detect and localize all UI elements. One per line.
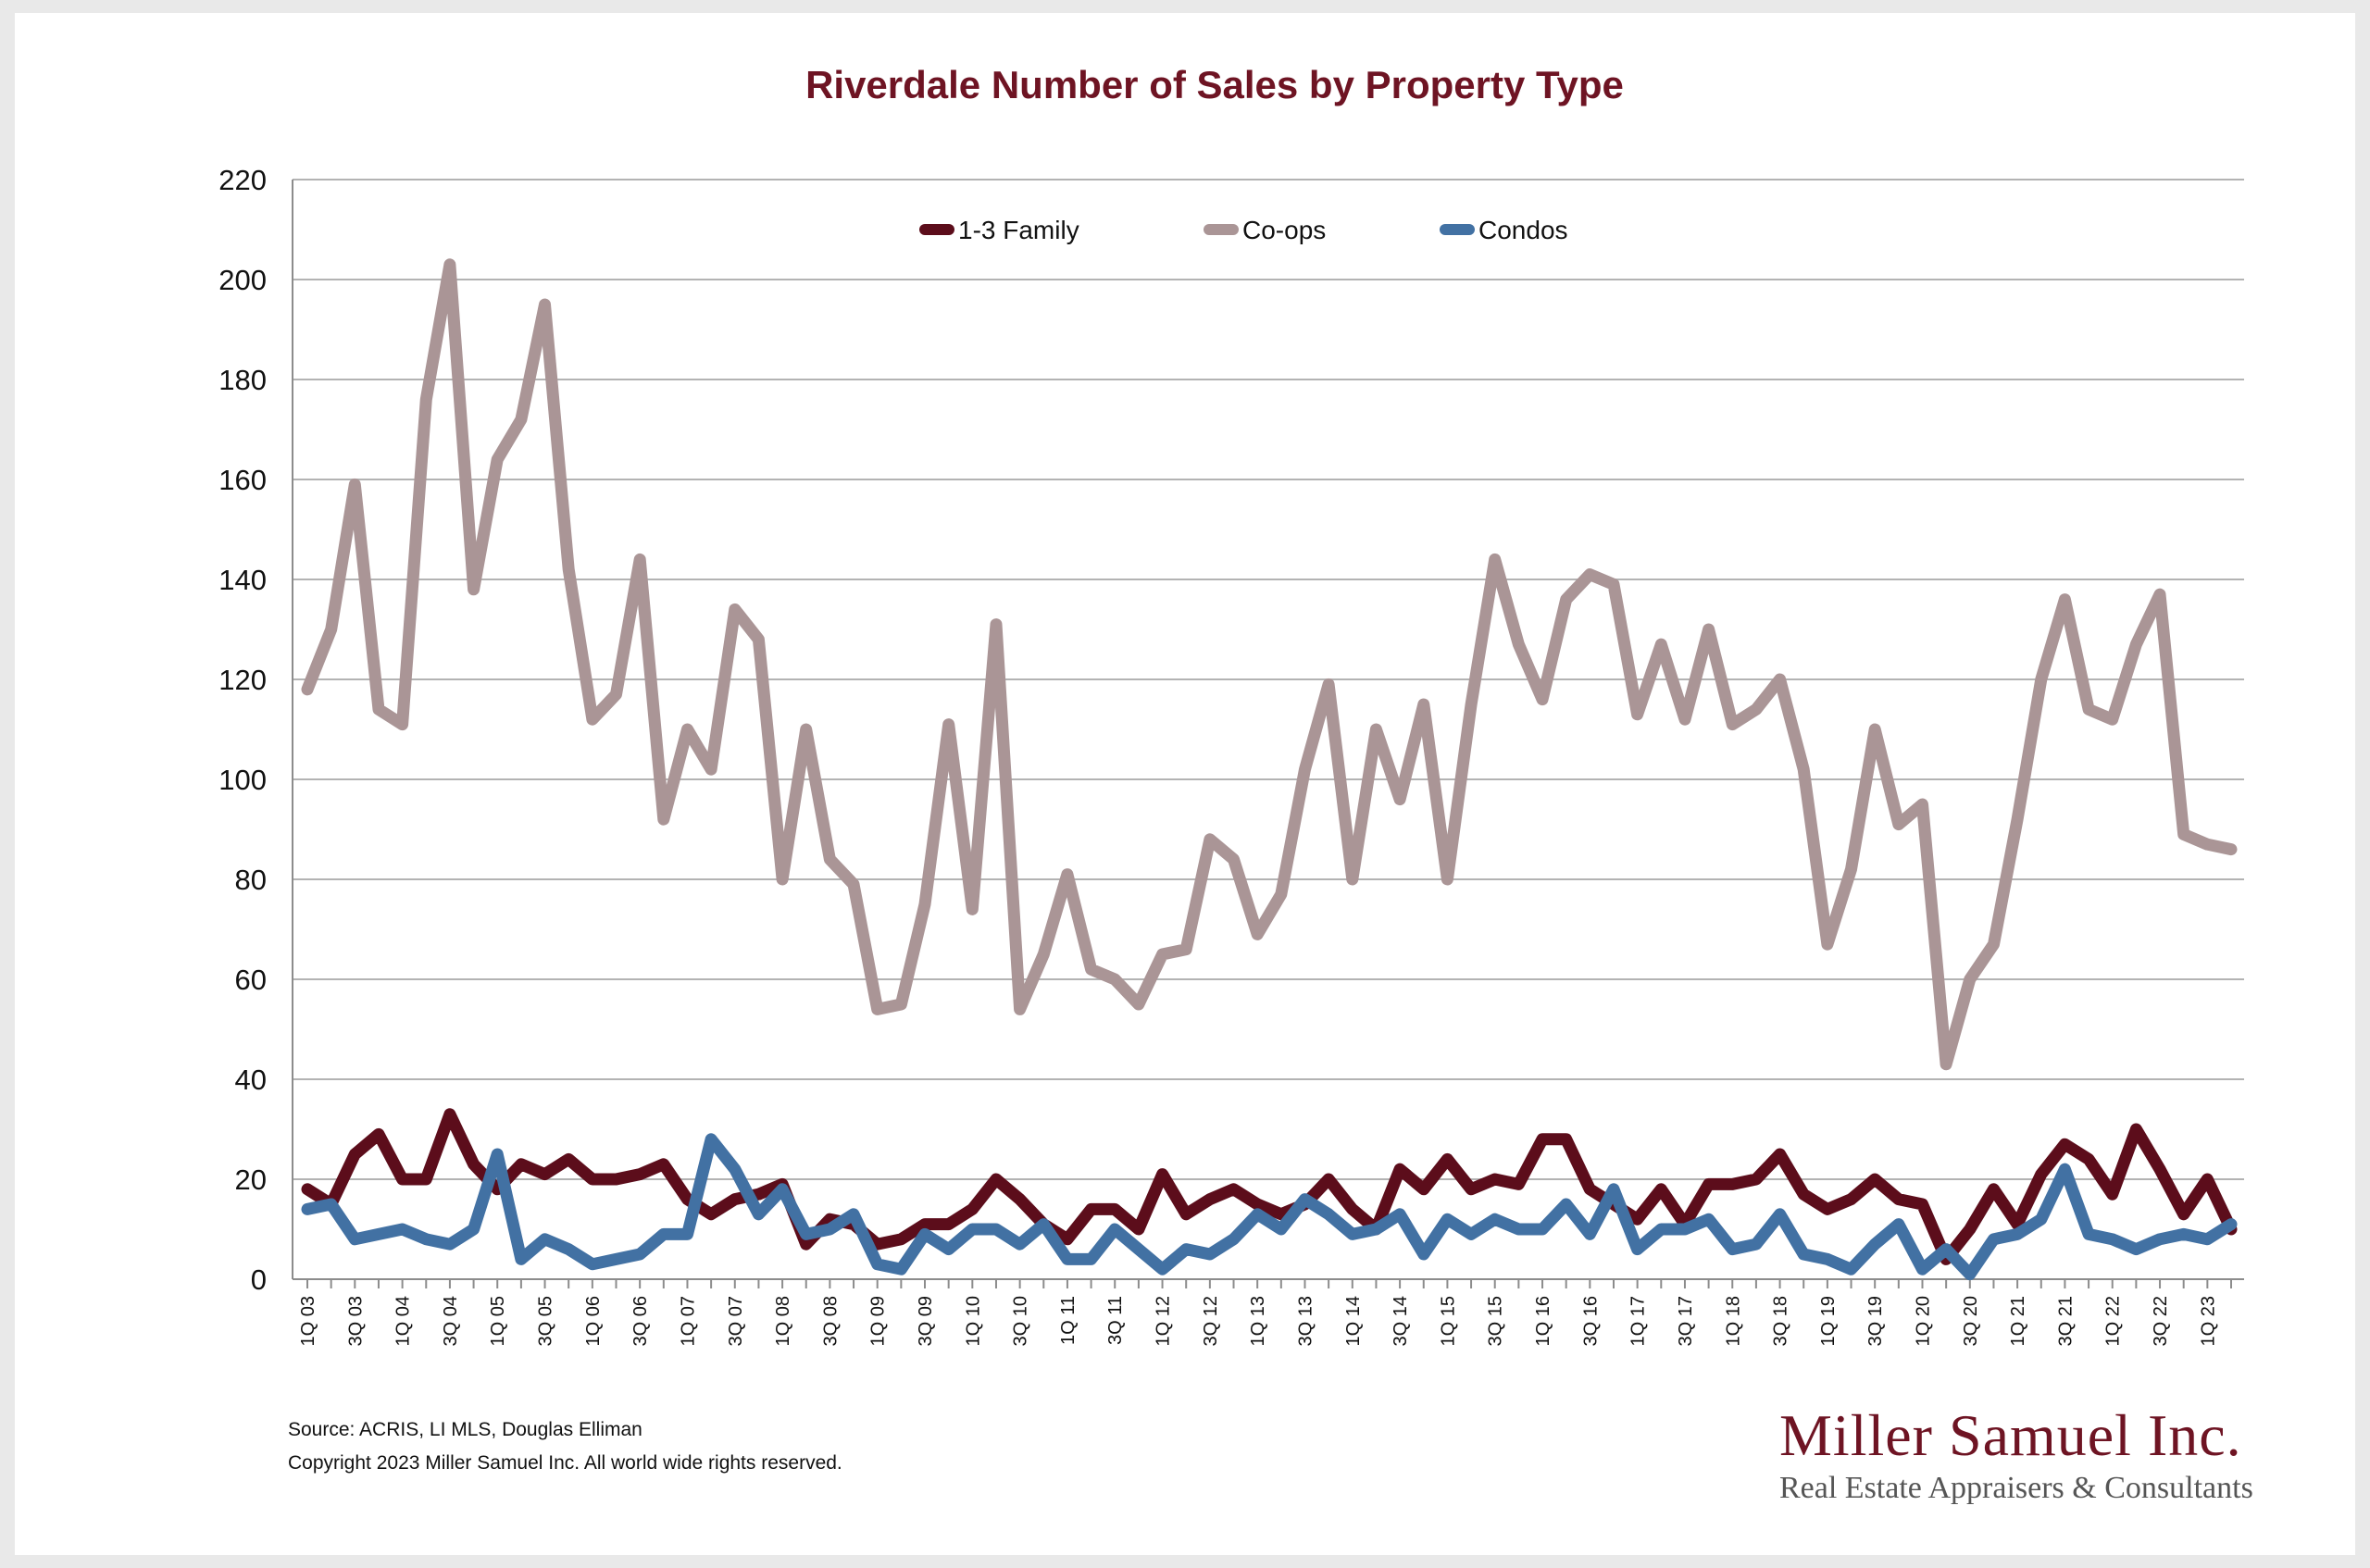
legend-label: 1-3 Family — [958, 216, 1079, 244]
x-tick-label: 1Q 04 — [393, 1296, 414, 1346]
y-tick-label: 160 — [218, 464, 267, 496]
brand-logo: Miller Samuel Inc. Real Estate Appraiser… — [1779, 1403, 2261, 1509]
x-tick-label: 3Q 15 — [1486, 1296, 1506, 1346]
x-tick-label: 1Q 18 — [1723, 1296, 1743, 1346]
y-tick-label: 80 — [235, 864, 267, 896]
y-tick-label: 180 — [218, 364, 267, 396]
series-line-1-3-family — [301, 1108, 2238, 1265]
y-tick-label: 140 — [218, 564, 267, 596]
legend-label: Condos — [1478, 216, 1568, 244]
x-tick-label: 3Q 10 — [1011, 1296, 1031, 1346]
x-tick-label: 1Q 16 — [1533, 1296, 1553, 1346]
x-tick-label: 3Q 09 — [916, 1296, 936, 1346]
x-tick-label: 1Q 07 — [678, 1296, 698, 1346]
y-tick-label: 20 — [235, 1164, 267, 1196]
x-tick-label: 3Q 19 — [1865, 1296, 1886, 1346]
x-tick-label: 3Q 04 — [441, 1296, 461, 1346]
legend: 1-3 Family Co-ops Condos — [919, 216, 1568, 244]
x-tick-label: 1Q 12 — [1154, 1296, 1174, 1346]
x-tick-label: 3Q 13 — [1295, 1296, 1316, 1346]
x-tick-label: 3Q 20 — [1961, 1296, 1981, 1346]
y-tick-label: 40 — [235, 1064, 267, 1096]
x-tick-label: 1Q 23 — [2198, 1296, 2218, 1346]
source-note: Source: ACRIS, LI MLS, Douglas Elliman C… — [288, 1413, 842, 1480]
x-tick-label: 3Q 03 — [345, 1296, 366, 1346]
gridlines — [292, 179, 2244, 1280]
x-tick-label: 1Q 20 — [1913, 1296, 1933, 1346]
x-tick-label: 1Q 14 — [1343, 1296, 1364, 1346]
x-tick-label: 3Q 17 — [1676, 1296, 1696, 1346]
x-tick-label: 1Q 05 — [488, 1296, 508, 1346]
y-tick-label: 100 — [218, 764, 267, 796]
x-tick-label: 1Q 17 — [1628, 1296, 1649, 1346]
x-tick-label: 3Q 21 — [2055, 1296, 2076, 1346]
y-tick-label: 220 — [218, 164, 267, 196]
chart-frame: Riverdale Number of Sales by Property Ty… — [15, 13, 2355, 1555]
x-tick-label: 1Q 13 — [1248, 1296, 1268, 1346]
x-tick-label: 3Q 12 — [1201, 1296, 1221, 1346]
x-axis-ticks: 1Q 03 3Q 03 1Q 04 3Q 04 1Q 05 3Q 05 1Q 06 3Q 06… — [298, 1279, 2232, 1346]
series-lines — [301, 258, 2238, 1281]
x-tick-label: 3Q 06 — [630, 1296, 651, 1346]
y-tick-label: 0 — [251, 1263, 267, 1296]
x-tick-label: 3Q 05 — [536, 1296, 556, 1346]
copyright-text: Copyright 2023 Miller Samuel Inc. All wo… — [288, 1452, 842, 1474]
x-tick-label: 1Q 11 — [1058, 1296, 1079, 1345]
brand-tagline: Real Estate Appraisers & Consultants — [1779, 1471, 2253, 1505]
source-text: Source: ACRIS, LI MLS, Douglas Elliman — [288, 1419, 642, 1440]
y-tick-label: 60 — [235, 964, 267, 996]
y-tick-label: 120 — [218, 664, 267, 696]
chart-title: Riverdale Number of Sales by Property Ty… — [805, 63, 1624, 106]
y-axis-ticks: 0 20 40 60 80 100 120 140 160 180 200 220 — [218, 164, 267, 1296]
x-tick-label: 1Q 06 — [583, 1296, 604, 1346]
line-chart: Riverdale Number of Sales by Property Ty… — [218, 63, 2244, 1346]
x-tick-label: 3Q 08 — [820, 1296, 841, 1346]
x-tick-label: 1Q 09 — [868, 1296, 889, 1346]
x-tick-label: 1Q 15 — [1438, 1296, 1458, 1346]
x-tick-label: 1Q 03 — [298, 1296, 318, 1346]
legend-label: Co-ops — [1242, 216, 1326, 244]
brand-name: Miller Samuel Inc. — [1779, 1402, 2242, 1468]
x-tick-label: 3Q 22 — [2151, 1296, 2171, 1346]
x-tick-label: 1Q 10 — [963, 1296, 983, 1346]
x-tick-label: 3Q 11 — [1105, 1296, 1126, 1345]
x-tick-label: 1Q 19 — [1818, 1296, 1839, 1346]
x-tick-label: 3Q 16 — [1580, 1296, 1601, 1346]
x-tick-label: 1Q 08 — [773, 1296, 793, 1346]
series-line-condos — [301, 1133, 2238, 1281]
x-tick-label: 3Q 07 — [726, 1296, 746, 1346]
x-tick-label: 1Q 21 — [2008, 1296, 2028, 1346]
x-tick-label: 3Q 14 — [1391, 1296, 1411, 1346]
y-tick-label: 200 — [218, 264, 267, 296]
series-line-co-ops — [301, 258, 2238, 1071]
x-tick-label: 1Q 22 — [2103, 1296, 2124, 1346]
x-tick-label: 3Q 18 — [1771, 1296, 1791, 1346]
